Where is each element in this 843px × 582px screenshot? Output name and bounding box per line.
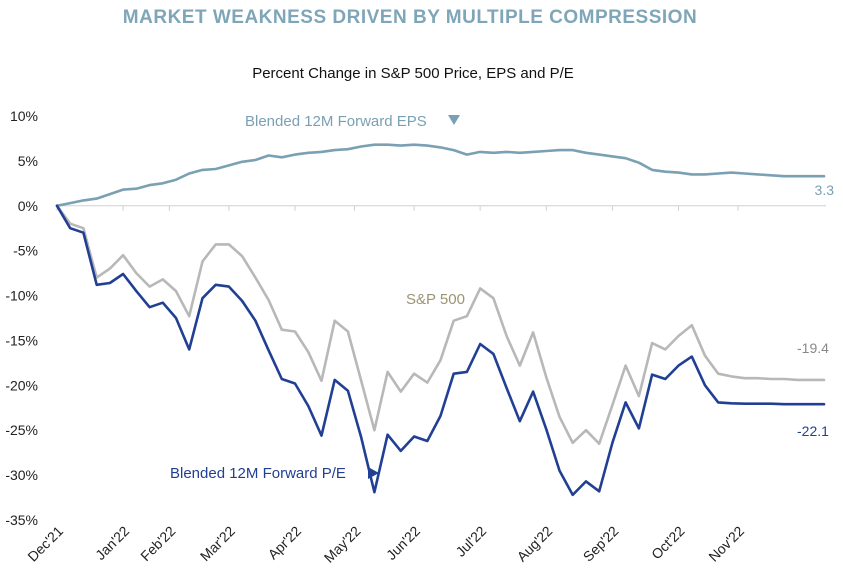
x-tick-label: Jul'22 <box>452 523 489 560</box>
x-tick-label: May'22 <box>321 523 364 566</box>
y-tick-label: -20% <box>5 377 38 393</box>
x-tick-label: Feb'22 <box>137 523 178 564</box>
eps-end-label: 3.3 <box>815 182 835 198</box>
x-tick-label: Mar'22 <box>197 523 238 564</box>
y-tick-label: 5% <box>18 153 38 169</box>
triangle-down-icon <box>448 115 460 125</box>
x-tick-label: Dec'21 <box>24 523 66 565</box>
x-axis: Dec'21 Jan'22 Feb'22 Mar'22 Apr'22 May'22 Jun'… <box>24 205 747 566</box>
y-tick-label: -5% <box>13 243 38 259</box>
y-axis: 10% 5% 0% -5% -10% -15% -20% -25% -30% -35% <box>5 108 38 528</box>
eps-series-label-text: Blended 12M Forward EPS <box>245 113 427 130</box>
x-tick-label: Nov'22 <box>705 523 747 565</box>
y-tick-label: 0% <box>18 198 38 214</box>
y-tick-label: -15% <box>5 332 38 348</box>
x-tick-label: Jun'22 <box>383 523 423 563</box>
x-tick-label: Aug'22 <box>514 523 556 565</box>
y-tick-label: 10% <box>10 108 38 124</box>
triangle-right-icon <box>368 467 379 479</box>
x-tick-label: Jan'22 <box>92 523 132 563</box>
pe-series-label: Blended 12M Forward P/E <box>170 465 379 482</box>
pe-series-line <box>55 204 826 497</box>
eps-series-line <box>55 143 826 208</box>
y-tick-label: -35% <box>5 512 38 528</box>
pe-series-label-text: Blended 12M Forward P/E <box>170 465 346 482</box>
y-tick-label: -10% <box>5 288 38 304</box>
y-tick-label: -25% <box>5 422 38 438</box>
series-layer <box>55 143 826 497</box>
sp500-end-label: -19.4 <box>797 340 829 356</box>
pe-end-label: -22.1 <box>797 423 829 439</box>
x-tick-label: Sep'22 <box>580 523 622 565</box>
sp500-series-label: S&P 500 <box>406 291 465 308</box>
y-tick-label: -30% <box>5 467 38 483</box>
sp500-series-line <box>55 204 826 446</box>
x-tick-label: Apr'22 <box>265 523 305 563</box>
chart-subtitle: Percent Change in S&P 500 Price, EPS and… <box>252 65 574 82</box>
x-tick-label: Oct'22 <box>648 523 688 563</box>
chart-title: MARKET WEAKNESS DRIVEN BY MULTIPLE COMPR… <box>123 7 697 28</box>
eps-series-label: Blended 12M Forward EPS <box>245 113 460 130</box>
